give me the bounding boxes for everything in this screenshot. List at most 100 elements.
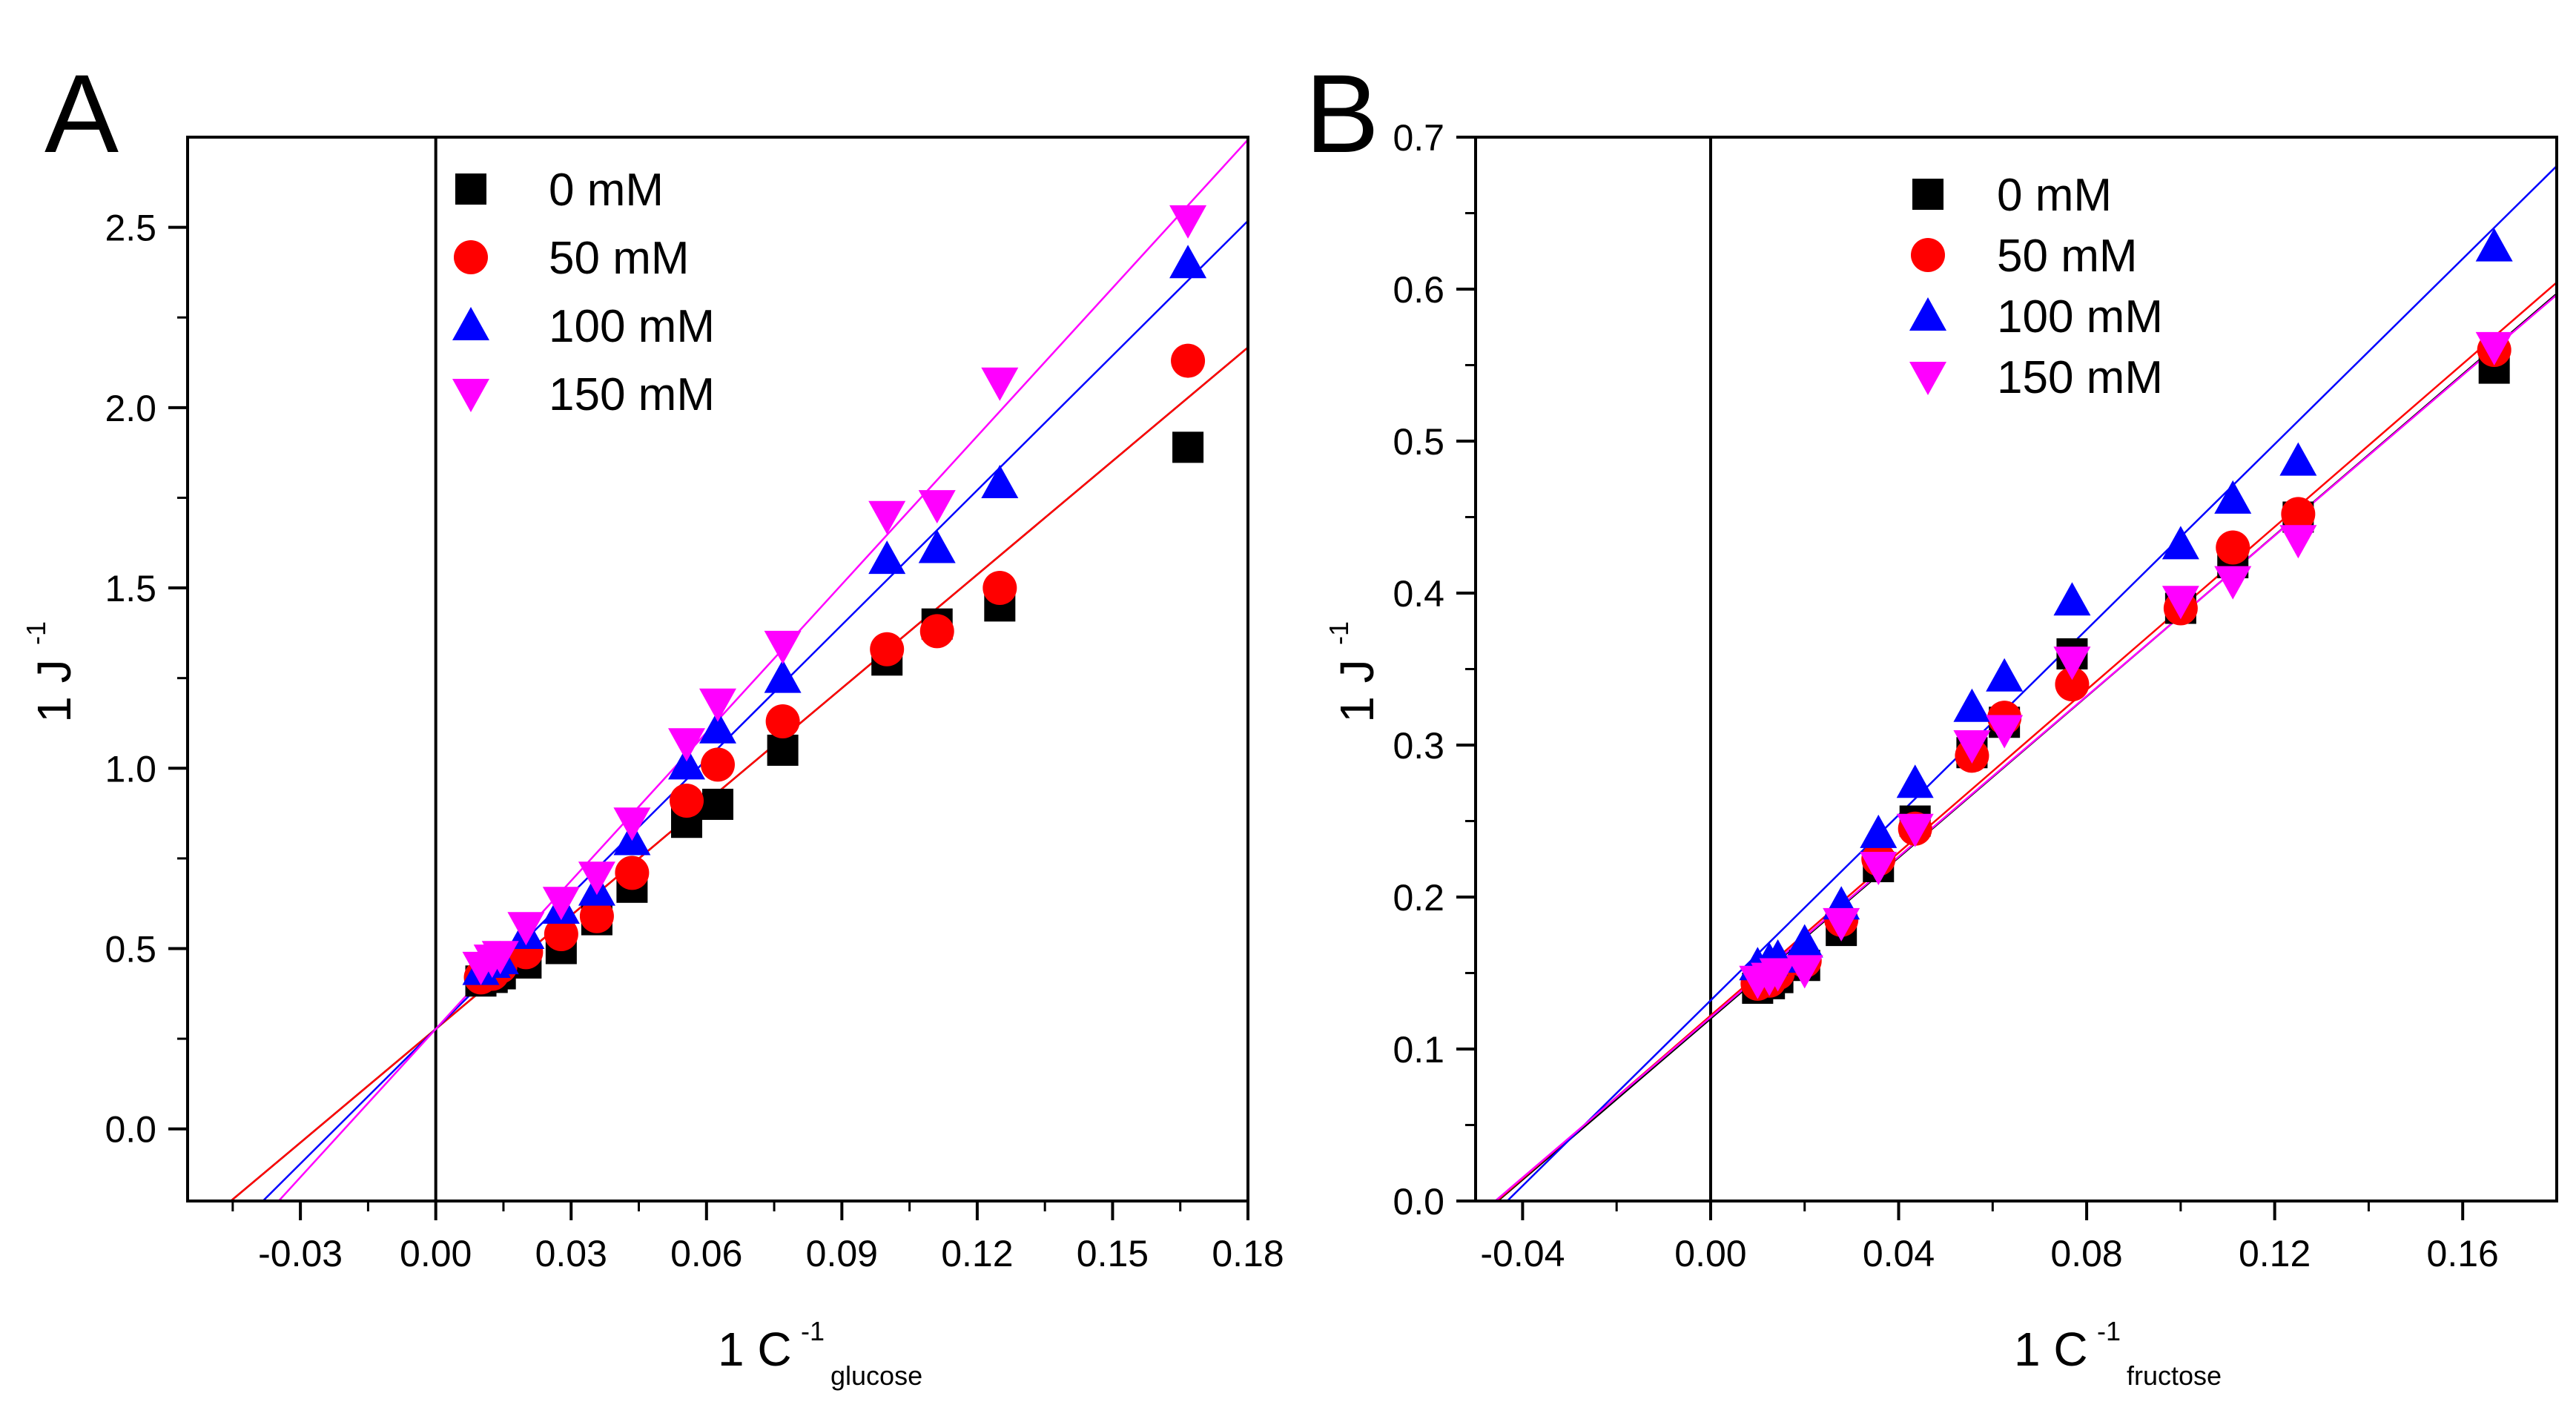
y-axis-title-sup: -1 bbox=[21, 621, 51, 645]
y-tick-label: 2.0 bbox=[105, 388, 156, 429]
x-tick-label: 0.12 bbox=[2239, 1233, 2311, 1274]
data-point bbox=[2279, 525, 2317, 559]
data-point bbox=[579, 899, 614, 933]
y-tick-label: 0.4 bbox=[1393, 573, 1444, 615]
y-tick-label: 0.7 bbox=[1393, 117, 1444, 159]
data-point bbox=[1823, 907, 1860, 942]
y-tick-label: 0.5 bbox=[1393, 421, 1444, 463]
data-point bbox=[1786, 924, 1823, 958]
legend-label: 50 mM bbox=[549, 233, 689, 284]
data-point bbox=[613, 807, 651, 841]
data-point bbox=[981, 464, 1019, 498]
y-axis-title: 1 J bbox=[27, 659, 81, 722]
data-point bbox=[2475, 331, 2513, 365]
legend: 0 mM 50 mM 100 mM 150 mM bbox=[1909, 170, 2163, 403]
legend-marker bbox=[1909, 297, 1946, 331]
x-tick-label: 0.03 bbox=[535, 1233, 607, 1274]
data-point bbox=[1860, 852, 1898, 885]
x-tick-label: 0.18 bbox=[1212, 1233, 1284, 1274]
x-axis-title-sub: glucose bbox=[830, 1360, 922, 1391]
data-point bbox=[764, 659, 802, 693]
data-point bbox=[982, 571, 1017, 606]
y-tick-label: 2.5 bbox=[105, 208, 156, 249]
y-tick-label: 0.3 bbox=[1393, 725, 1444, 767]
fit-line-100-mm bbox=[1505, 165, 2557, 1201]
legend-label: 0 mM bbox=[1997, 170, 2112, 221]
data-point bbox=[2475, 228, 2513, 262]
data-point bbox=[2216, 530, 2250, 565]
data-point bbox=[1986, 658, 2024, 692]
x-axis-title-sup: -1 bbox=[2097, 1316, 2121, 1346]
x-tick-label: 0.00 bbox=[1674, 1233, 1746, 1274]
data-point bbox=[507, 912, 545, 946]
x-tick-label: 0.16 bbox=[2427, 1233, 2499, 1274]
x-tick-label: 0.04 bbox=[1863, 1233, 1935, 1274]
legend: 0 mM 50 mM 100 mM 150 mM bbox=[452, 165, 715, 420]
data-point bbox=[1896, 813, 1934, 847]
y-tick-label: 0.6 bbox=[1393, 269, 1444, 311]
data-point bbox=[919, 614, 954, 649]
x-axis-title: 1 C bbox=[718, 1323, 792, 1376]
data-point bbox=[868, 540, 906, 575]
data-point bbox=[2281, 497, 2316, 532]
data-point bbox=[1896, 764, 1934, 798]
x-tick-label: -0.03 bbox=[258, 1233, 343, 1274]
x-tick-label: 0.15 bbox=[1077, 1233, 1149, 1274]
fit-line-150-mm bbox=[1493, 294, 2557, 1201]
x-axis-title: 1 C bbox=[2014, 1323, 2088, 1376]
data-point bbox=[1953, 730, 1991, 764]
legend-marker bbox=[1912, 179, 1943, 210]
data-point bbox=[1953, 688, 1991, 722]
data-point bbox=[1171, 343, 1206, 378]
x-tick-label: 0.06 bbox=[670, 1233, 742, 1274]
data-point bbox=[668, 746, 706, 780]
data-point bbox=[1172, 431, 1204, 463]
y-tick-label: 0.0 bbox=[1393, 1181, 1444, 1223]
x-axis-title-sup: -1 bbox=[801, 1316, 825, 1346]
y-tick-label: 1.0 bbox=[105, 748, 156, 790]
data-point bbox=[578, 861, 615, 896]
legend-marker bbox=[452, 379, 489, 412]
legend-marker bbox=[455, 173, 486, 205]
fit-lines bbox=[1493, 165, 2557, 1201]
data-points bbox=[1739, 228, 2513, 1004]
data-point bbox=[870, 632, 905, 666]
data-point bbox=[918, 529, 956, 563]
legend-label: 150 mM bbox=[549, 369, 715, 420]
data-point bbox=[2053, 582, 2091, 616]
data-point bbox=[1169, 245, 1207, 279]
data-point bbox=[481, 941, 519, 975]
data-point bbox=[702, 788, 733, 820]
legend-label: 150 mM bbox=[1997, 352, 2163, 403]
x-tick-label: 0.08 bbox=[2050, 1233, 2122, 1274]
x-tick-label: 0.12 bbox=[941, 1233, 1013, 1274]
data-point bbox=[1169, 205, 1207, 239]
legend-marker bbox=[1911, 238, 1945, 272]
legend-marker bbox=[452, 307, 489, 340]
data-point bbox=[868, 500, 906, 535]
data-point bbox=[670, 784, 704, 818]
data-point bbox=[765, 704, 800, 739]
data-point bbox=[981, 367, 1019, 401]
data-point bbox=[2055, 667, 2090, 701]
data-point bbox=[2279, 442, 2317, 476]
panel-a: A -0.03 0.00 0.03 0.06 0.09 0.12 0.15 0.18 0.0 0.5… bbox=[21, 51, 1284, 1391]
data-point bbox=[1860, 814, 1898, 848]
data-point bbox=[2214, 480, 2252, 514]
y-tick-label: 0.2 bbox=[1393, 877, 1444, 919]
data-point bbox=[1986, 715, 2024, 749]
data-point bbox=[699, 688, 736, 722]
x-tick-label: -0.04 bbox=[1480, 1233, 1565, 1274]
data-point bbox=[2053, 646, 2091, 681]
data-point bbox=[767, 734, 799, 766]
legend-marker bbox=[1909, 362, 1946, 395]
panel-b: B -0.04 0.00 0.04 0.08 0.12 0.16 0.0 0.1 0.2 0.3 0.… bbox=[1305, 51, 2558, 1391]
data-point bbox=[2161, 526, 2199, 560]
data-point bbox=[2214, 566, 2252, 600]
data-point bbox=[1786, 955, 1823, 989]
data-point bbox=[701, 747, 735, 782]
data-point bbox=[542, 887, 580, 921]
y-tick-label: 0.5 bbox=[105, 928, 156, 970]
x-tick-label: 0.09 bbox=[806, 1233, 878, 1274]
